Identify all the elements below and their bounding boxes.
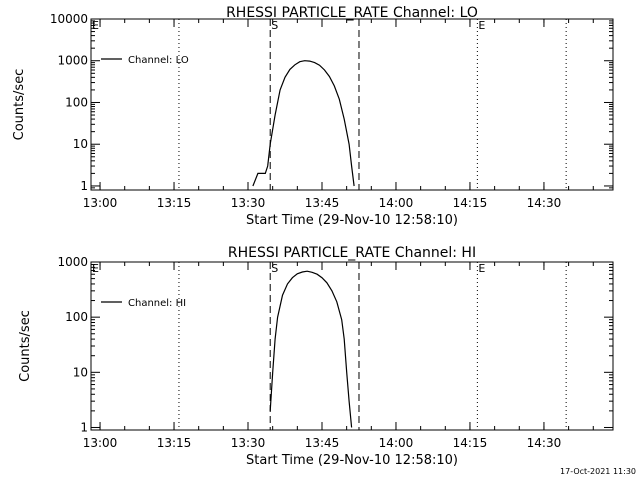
y-tick-label: 100 <box>65 310 88 324</box>
chart-title: RHESSI PARTICLE_RATE Channel: LO <box>226 5 478 21</box>
x-tick-label: 13:45 <box>305 436 340 450</box>
series-line <box>269 270 353 428</box>
footer-timestamp: 17-Oct-2021 11:30 <box>560 467 636 476</box>
y-tick-label: 100 <box>65 95 88 109</box>
panel-hi: RHESSI PARTICLE_RATE Channel: HI 13:00 13:… <box>18 245 614 468</box>
x-tick-label: 14:30 <box>527 436 562 450</box>
y-tick-label: 10 <box>73 365 88 379</box>
x-tick-label: 13:00 <box>83 436 118 450</box>
y-tick-label: 10000 <box>50 12 88 26</box>
x-tick-label: 13:15 <box>157 196 192 210</box>
x-tick-label: 13:45 <box>305 196 340 210</box>
x-tick-label: 13:15 <box>157 436 192 450</box>
y-tick-label: 1 <box>80 179 88 193</box>
event-marker-label: E <box>92 19 99 32</box>
x-tick-label: 14:15 <box>453 196 488 210</box>
x-tick-label: 14:00 <box>379 196 414 210</box>
y-tick-label: 1 <box>80 420 88 434</box>
plot-frame <box>90 261 614 431</box>
event-marker-label: E <box>92 262 99 275</box>
event-marker-label: S <box>271 19 278 32</box>
chart-title: RHESSI PARTICLE_RATE Channel: HI <box>228 245 476 261</box>
x-axis-label: Start Time (29-Nov-10 12:58:10) <box>246 453 458 468</box>
event-marker-label: E <box>478 262 485 275</box>
x-tick-label: 14:15 <box>453 436 488 450</box>
x-axis-label: Start Time (29-Nov-10 12:58:10) <box>246 213 458 228</box>
x-tick-label: 13:00 <box>83 196 118 210</box>
legend-label: Channel: LO <box>128 55 189 66</box>
x-tick-label: 13:30 <box>231 436 266 450</box>
event-marker-label: E <box>478 19 485 32</box>
panel-lo: RHESSI PARTICLE_RATE Channel: LO 13:00 13:… <box>12 5 614 228</box>
x-tick-label: 14:00 <box>379 436 414 450</box>
series-line <box>252 60 355 187</box>
legend-label: Channel: HI <box>128 298 186 309</box>
y-axis-label: Counts/sec <box>12 69 27 141</box>
x-tick-label: 14:30 <box>527 196 562 210</box>
y-axis-label: Counts/sec <box>18 310 33 382</box>
event-marker-label: S <box>271 262 278 275</box>
x-tick-label: 13:30 <box>231 196 266 210</box>
y-tick-label: 1000 <box>57 255 88 269</box>
y-tick-label: 10 <box>73 137 88 151</box>
y-tick-label: 1000 <box>57 54 88 68</box>
